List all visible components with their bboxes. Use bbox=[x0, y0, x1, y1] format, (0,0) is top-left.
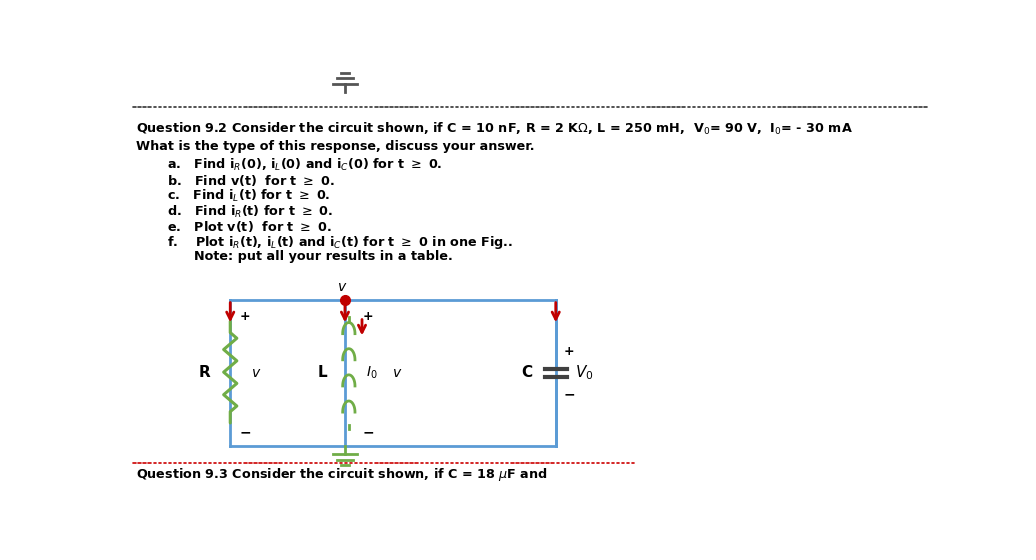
Text: Note: put all your results in a table.: Note: put all your results in a table. bbox=[167, 250, 453, 263]
Text: R: R bbox=[199, 365, 211, 380]
Text: b.   Find v(t)  for t $\geq$ 0.: b. Find v(t) for t $\geq$ 0. bbox=[167, 172, 335, 188]
Text: $\it{v}$: $\it{v}$ bbox=[337, 279, 347, 293]
Text: $\it{v}$: $\it{v}$ bbox=[392, 366, 402, 380]
Text: What is the type of this response, discuss your answer.: What is the type of this response, discu… bbox=[136, 141, 535, 153]
Text: C: C bbox=[521, 365, 533, 380]
Text: −: − bbox=[239, 425, 251, 439]
Text: f.    Plot i$_R$(t), i$_L$(t) and i$_C$(t) for t $\geq$ 0 in one Fig..: f. Plot i$_R$(t), i$_L$(t) and i$_C$(t) … bbox=[167, 234, 513, 251]
Text: L: L bbox=[317, 365, 327, 380]
Text: +: + bbox=[239, 310, 250, 323]
Text: −: − bbox=[564, 388, 575, 402]
Text: $V_0$: $V_0$ bbox=[575, 363, 594, 382]
Text: c.   Find i$_L$(t) for t $\geq$ 0.: c. Find i$_L$(t) for t $\geq$ 0. bbox=[167, 188, 330, 204]
Text: +: + bbox=[363, 310, 373, 323]
Text: Question 9.3 Consider the circuit shown, if C = 18 $\mu$F and: Question 9.3 Consider the circuit shown,… bbox=[136, 466, 547, 483]
Text: +: + bbox=[564, 345, 574, 358]
Text: −: − bbox=[363, 425, 374, 439]
Text: $I_0$: $I_0$ bbox=[366, 365, 377, 381]
Text: d.   Find i$_R$(t) for t $\geq$ 0.: d. Find i$_R$(t) for t $\geq$ 0. bbox=[167, 203, 333, 220]
Text: Question 9.2 Consider the circuit shown, if C = 10 nF, R = 2 K$\Omega$, L = 250 : Question 9.2 Consider the circuit shown,… bbox=[136, 121, 853, 137]
Text: e.   Plot v(t)  for t $\geq$ 0.: e. Plot v(t) for t $\geq$ 0. bbox=[167, 219, 332, 234]
Text: a.   Find i$_R$(0), i$_L$(0) and i$_C$(0) for t $\geq$ 0.: a. Find i$_R$(0), i$_L$(0) and i$_C$(0) … bbox=[167, 157, 442, 174]
Text: $\it{v}$: $\it{v}$ bbox=[251, 366, 261, 380]
